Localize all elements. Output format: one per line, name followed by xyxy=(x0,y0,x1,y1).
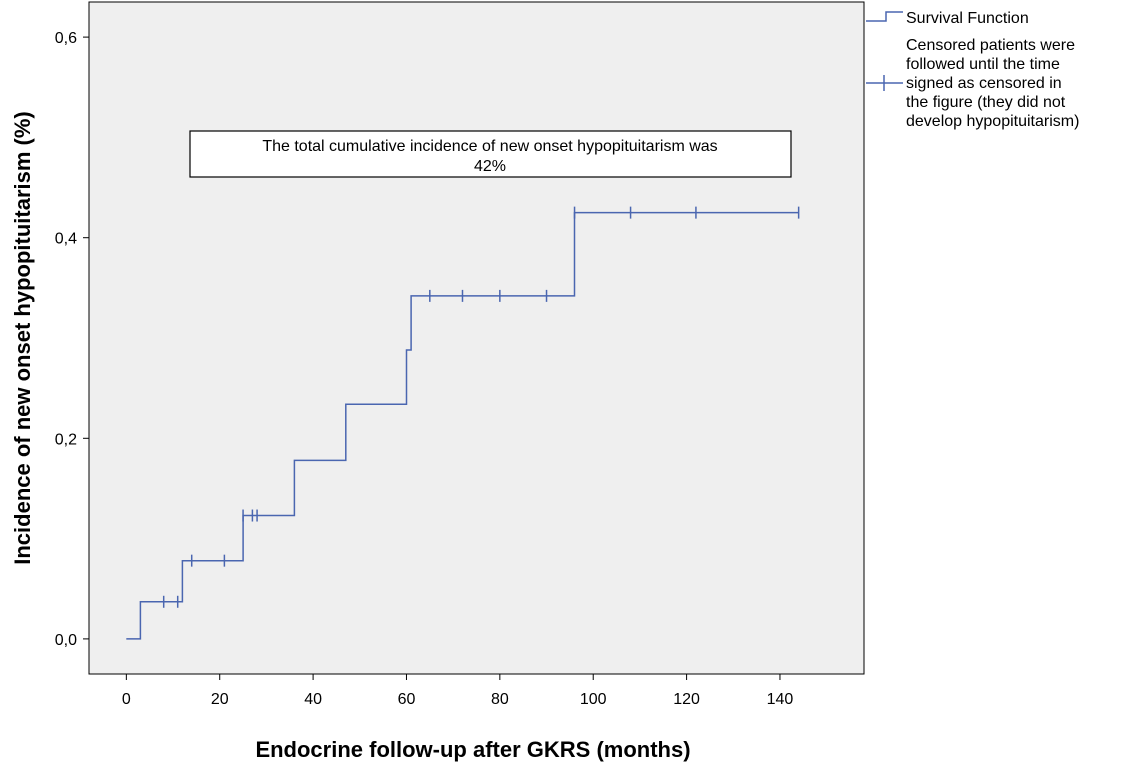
y-tick-label: 0,4 xyxy=(55,231,77,248)
legend-censored-line-2: followed until the time xyxy=(906,56,1060,73)
annotation-line-2: 42% xyxy=(474,158,506,175)
legend-censored-line-3: signed as censored in xyxy=(906,75,1062,92)
y-tick-label: 0,6 xyxy=(55,30,77,47)
axes: 0 20 40 60 80 100 120 140 0,0 0,2 0,4 0,6 xyxy=(55,30,794,708)
series-layer xyxy=(126,206,800,640)
legend-survival-icon xyxy=(866,11,903,22)
x-tick-label: 140 xyxy=(767,691,794,708)
y-axis-title: Incidence of new onset hypopituitarism (… xyxy=(10,111,35,565)
survival-step-line xyxy=(126,211,799,640)
annotation-frame xyxy=(189,130,792,178)
x-tick-label: 60 xyxy=(398,691,416,708)
legend-censored-icon xyxy=(866,75,903,91)
legend-censored-line-4: the figure (they did not xyxy=(906,94,1066,111)
y-tick-label: 0,0 xyxy=(55,632,77,649)
x-tick-label: 80 xyxy=(491,691,509,708)
annotation-line-1: The total cumulative incidence of new on… xyxy=(262,138,717,155)
legend-survival-label: Survival Function xyxy=(906,10,1029,27)
legend-censored-line-5: develop hypopituitarism) xyxy=(906,113,1079,130)
x-axis-title: Endocrine follow-up after GKRS (months) xyxy=(255,737,690,762)
x-tick-label: 120 xyxy=(673,691,700,708)
x-tick-label: 0 xyxy=(122,691,131,708)
plot-background xyxy=(88,1,865,675)
x-tick-label: 40 xyxy=(304,691,322,708)
x-tick-label: 100 xyxy=(580,691,607,708)
legend-censored-line-1: Censored patients were xyxy=(906,37,1075,54)
annotation-box: The total cumulative incidence of new on… xyxy=(189,130,792,178)
legend: Survival Function Censored patients were… xyxy=(866,10,1079,130)
y-tick-label: 0,2 xyxy=(55,431,77,448)
x-tick-label: 20 xyxy=(211,691,229,708)
